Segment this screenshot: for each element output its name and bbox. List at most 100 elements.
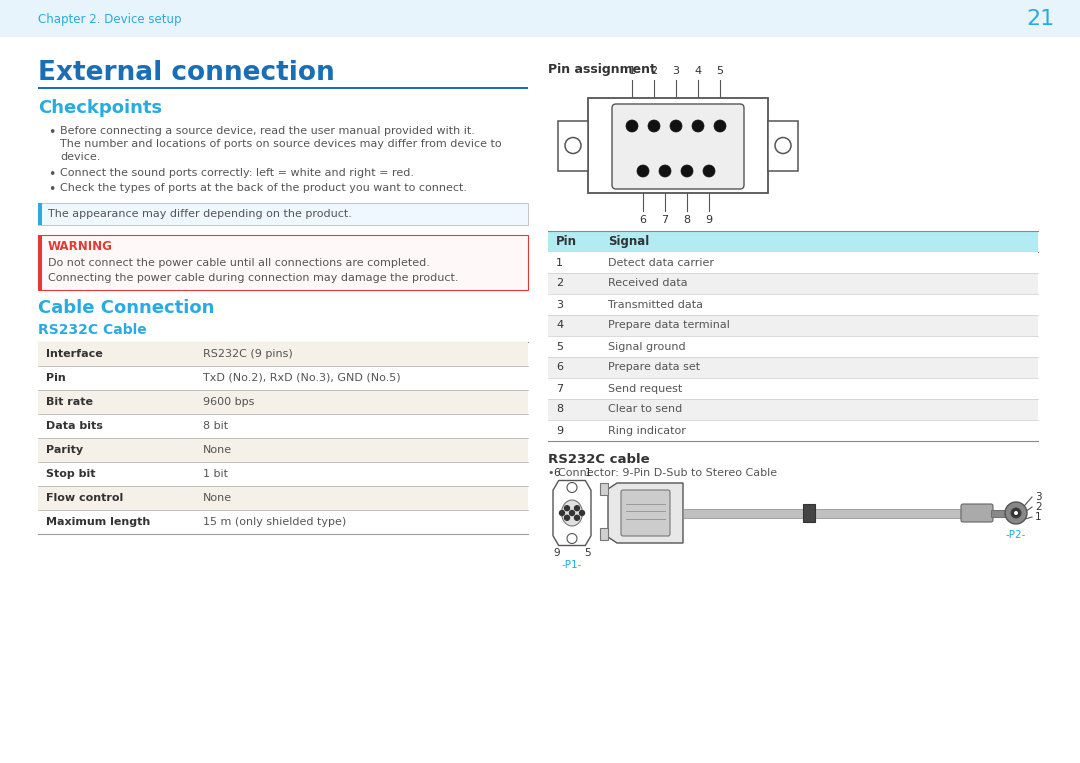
Text: The number and locations of ports on source devices may differ from device to: The number and locations of ports on sou…	[60, 139, 501, 149]
Text: 1: 1	[584, 468, 591, 478]
Text: • Connector: 9-Pin D-Sub to Stereo Cable: • Connector: 9-Pin D-Sub to Stereo Cable	[548, 468, 778, 478]
Circle shape	[648, 120, 660, 132]
Text: None: None	[203, 445, 232, 455]
Bar	[38, 414, 528, 438]
Bar	[38, 390, 528, 414]
Bar	[558, 121, 588, 170]
Text: 6: 6	[553, 468, 559, 478]
Text: •: •	[48, 168, 55, 181]
Text: 5: 5	[716, 66, 724, 76]
Bar	[683, 508, 963, 517]
Text: 4: 4	[556, 320, 563, 330]
Polygon shape	[608, 483, 683, 543]
Text: 15 m (only shielded type): 15 m (only shielded type)	[203, 517, 347, 527]
Text: WARNING: WARNING	[48, 240, 113, 253]
Circle shape	[626, 120, 638, 132]
Text: RS232C (9 pins): RS232C (9 pins)	[203, 349, 293, 359]
Text: 7: 7	[661, 215, 669, 225]
Bar	[600, 483, 608, 495]
Bar	[548, 273, 1038, 294]
Bar	[588, 98, 768, 193]
Ellipse shape	[562, 500, 582, 526]
Text: Connecting the power cable during connection may damage the product.: Connecting the power cable during connec…	[48, 273, 459, 283]
Text: RS232C Cable: RS232C Cable	[38, 323, 147, 337]
Text: 3: 3	[556, 300, 563, 310]
Circle shape	[567, 482, 577, 492]
Bar	[38, 486, 528, 510]
Text: Signal ground: Signal ground	[608, 342, 686, 352]
Circle shape	[637, 165, 649, 177]
Text: -P1-: -P1-	[562, 559, 582, 569]
Text: Transmitted data: Transmitted data	[608, 300, 703, 310]
Bar	[38, 510, 528, 534]
Text: Parity: Parity	[46, 445, 83, 455]
Text: -P2-: -P2-	[1005, 530, 1026, 540]
Text: Prepare data terminal: Prepare data terminal	[608, 320, 730, 330]
Text: Pin assignment: Pin assignment	[548, 63, 656, 76]
Text: Do not connect the power cable until all connections are completed.: Do not connect the power cable until all…	[48, 258, 430, 268]
Text: Received data: Received data	[608, 278, 688, 288]
Bar	[38, 235, 528, 290]
Bar	[548, 378, 1038, 399]
Bar	[38, 366, 528, 390]
Text: TxD (No.2), RxD (No.3), GND (No.5): TxD (No.2), RxD (No.3), GND (No.5)	[203, 373, 401, 383]
Text: Maximum length: Maximum length	[46, 517, 150, 527]
Text: •: •	[48, 183, 55, 196]
Text: RS232C cable: RS232C cable	[548, 453, 650, 466]
Bar	[38, 87, 528, 89]
Text: Send request: Send request	[608, 384, 683, 394]
Circle shape	[575, 506, 580, 510]
FancyBboxPatch shape	[961, 504, 993, 522]
Text: 5: 5	[556, 342, 563, 352]
Text: device.: device.	[60, 152, 100, 162]
Circle shape	[670, 120, 681, 132]
Text: External connection: External connection	[38, 60, 335, 86]
Text: 4: 4	[694, 66, 702, 76]
Text: Check the types of ports at the back of the product you want to connect.: Check the types of ports at the back of …	[60, 183, 467, 193]
Text: 21: 21	[1027, 9, 1055, 29]
Text: 6: 6	[556, 362, 563, 372]
Bar	[0, 0, 1080, 37]
Text: Flow control: Flow control	[46, 493, 123, 503]
Text: 9: 9	[553, 548, 559, 558]
Text: 6: 6	[639, 215, 647, 225]
FancyBboxPatch shape	[621, 490, 670, 536]
Text: Pin: Pin	[46, 373, 66, 383]
Circle shape	[659, 165, 671, 177]
Circle shape	[580, 510, 584, 516]
Text: •: •	[48, 126, 55, 139]
Bar	[804, 504, 815, 522]
Bar	[38, 342, 528, 366]
Text: Data bits: Data bits	[46, 421, 103, 431]
Circle shape	[567, 533, 577, 543]
Text: 2: 2	[556, 278, 563, 288]
Text: Stop bit: Stop bit	[46, 469, 95, 479]
Bar	[600, 528, 608, 540]
Text: 1: 1	[556, 257, 563, 268]
Text: 9: 9	[556, 426, 563, 436]
FancyBboxPatch shape	[612, 104, 744, 189]
Text: 3: 3	[1035, 492, 1041, 502]
Text: Signal: Signal	[608, 235, 649, 248]
Text: 1: 1	[629, 66, 635, 76]
Circle shape	[775, 137, 791, 153]
Polygon shape	[553, 481, 591, 546]
Circle shape	[1011, 508, 1021, 518]
Bar	[38, 438, 528, 462]
Circle shape	[692, 120, 704, 132]
Bar	[991, 510, 1005, 517]
Text: 8: 8	[556, 404, 563, 414]
Circle shape	[569, 510, 575, 516]
Bar	[768, 121, 798, 170]
Text: 5: 5	[584, 548, 591, 558]
Text: 2: 2	[650, 66, 658, 76]
Circle shape	[575, 515, 580, 520]
Text: Detect data carrier: Detect data carrier	[608, 257, 714, 268]
Circle shape	[1014, 511, 1018, 515]
Circle shape	[714, 120, 726, 132]
Text: Chapter 2. Device setup: Chapter 2. Device setup	[38, 12, 181, 25]
Text: 2: 2	[1035, 502, 1041, 512]
Text: None: None	[203, 493, 232, 503]
Text: Bit rate: Bit rate	[46, 397, 93, 407]
Text: Connect the sound ports correctly: left = white and right = red.: Connect the sound ports correctly: left …	[60, 168, 414, 178]
